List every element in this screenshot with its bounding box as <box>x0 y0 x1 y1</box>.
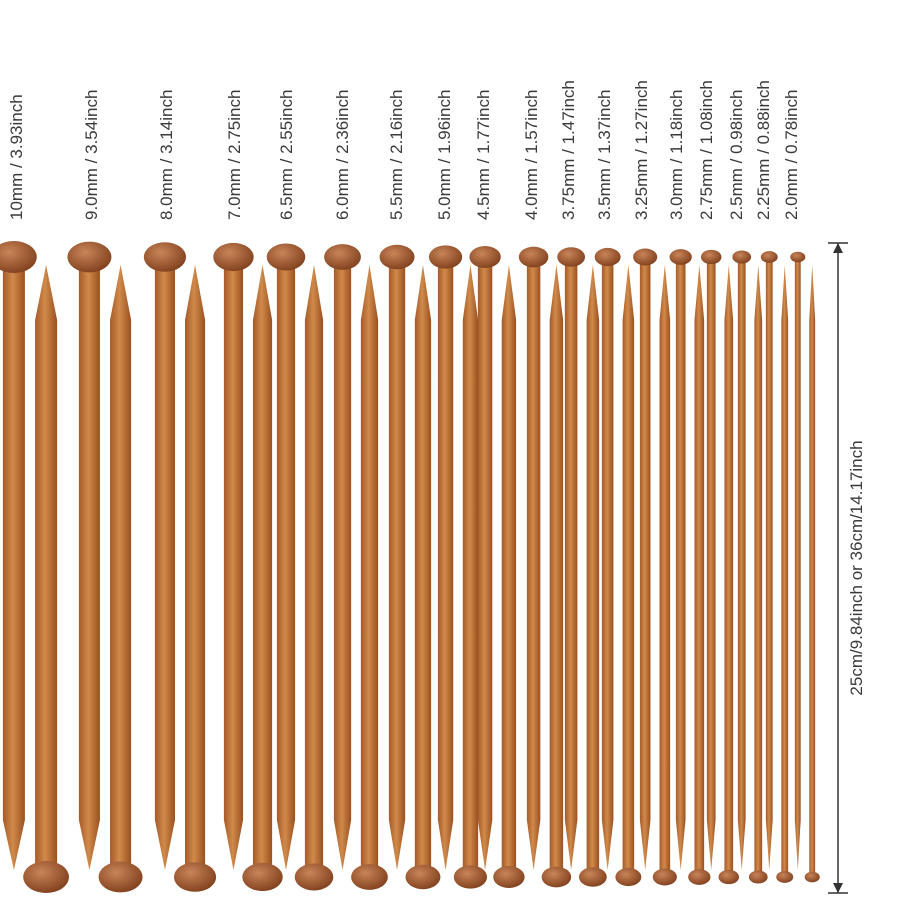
needle-knob <box>790 251 806 263</box>
needle-knob <box>748 870 768 884</box>
size-label: 3.75mm / 1.47inch <box>559 80 578 220</box>
size-label: 5.5mm / 2.16inch <box>387 90 406 220</box>
size-label: 3.0mm / 1.18inch <box>667 90 686 220</box>
size-label: 2.5mm / 0.98inch <box>727 90 746 220</box>
needle-knob <box>469 246 501 268</box>
needle-knob <box>760 251 778 263</box>
needle-knob <box>541 866 572 888</box>
size-label: 2.75mm / 1.08inch <box>697 80 716 220</box>
needle-knob <box>518 246 549 268</box>
needle-shaft <box>765 258 773 870</box>
needle-shaft <box>437 258 454 870</box>
needle-knob <box>98 861 143 893</box>
size-label: 2.25mm / 0.88inch <box>754 80 773 220</box>
needle-shaft <box>360 265 379 876</box>
needle-shaft <box>737 258 746 870</box>
needle-knob <box>718 869 740 885</box>
size-label: 4.0mm / 1.57inch <box>522 90 541 220</box>
needle-knob <box>405 864 441 890</box>
needle-shaft <box>388 258 406 870</box>
needle-knob <box>700 249 722 265</box>
needle-knob <box>266 243 306 271</box>
length-label: 25cm/9.84inch or 36cm/14.17inch <box>847 440 866 695</box>
needle-knob <box>615 867 642 887</box>
needle-shaft <box>333 258 352 870</box>
needle-shaft <box>659 265 671 876</box>
needle-shaft <box>754 265 763 876</box>
needle-shaft <box>549 265 564 876</box>
needle-shaft <box>304 265 324 876</box>
needle-knob <box>493 866 525 888</box>
needle-knob <box>294 863 334 891</box>
needle-knob <box>594 247 621 267</box>
needle-shaft <box>781 265 789 876</box>
size-label: 7.0mm / 2.75inch <box>225 90 244 220</box>
size-label: 8.0mm / 3.14inch <box>157 90 176 220</box>
needle-shaft <box>223 258 244 870</box>
needles: 10mm / 3.93inch 9.0mm / 3.54inch 8.0mm / 3… <box>0 80 820 894</box>
needle-knob <box>379 244 415 270</box>
needle-shaft <box>185 265 206 876</box>
needle-knob <box>453 865 488 889</box>
needle-knob <box>776 871 794 883</box>
needle-knob <box>732 250 752 264</box>
needle-knob <box>324 244 361 270</box>
needle-shaft <box>564 258 578 870</box>
needle-shaft <box>276 258 296 870</box>
needle-shaft <box>586 265 600 876</box>
needle-knob <box>557 247 585 267</box>
needle-shaft <box>694 265 705 876</box>
needle-shaft <box>35 265 58 876</box>
needle-knob <box>633 248 658 266</box>
needle-shaft <box>809 265 816 876</box>
needle-knob <box>579 867 607 887</box>
length-dimension: 25cm/9.84inch or 36cm/14.17inch <box>828 242 866 894</box>
needle-knob <box>213 242 254 272</box>
size-label: 3.25mm / 1.27inch <box>632 80 651 220</box>
needle-shaft <box>462 265 479 876</box>
needle-shaft <box>526 258 541 870</box>
needle-knob <box>0 240 37 274</box>
size-label: 10mm / 3.93inch <box>7 94 26 220</box>
size-label: 4.5mm / 1.77inch <box>474 90 493 220</box>
needle-shaft <box>639 258 651 870</box>
needle-knob <box>688 869 711 885</box>
needle-knob <box>67 241 112 273</box>
needle-knob <box>173 862 217 892</box>
needle-knob <box>351 864 388 890</box>
needle-shaft <box>675 258 686 870</box>
size-label: 9.0mm / 3.54inch <box>82 90 101 220</box>
needle-shaft <box>2 258 25 870</box>
needle-knob <box>804 871 820 883</box>
size-label: 6.0mm / 2.36inch <box>333 90 352 220</box>
needle-knob <box>143 242 187 272</box>
needle-knob <box>652 868 677 886</box>
size-label: 5.0mm / 1.96inch <box>435 90 454 220</box>
needle-shaft <box>724 265 734 876</box>
needle-shaft <box>414 265 432 876</box>
needle-shaft <box>78 258 100 870</box>
needle-shaft <box>706 258 716 870</box>
needle-shaft <box>501 265 517 876</box>
needle-knob <box>428 245 463 269</box>
needle-shaft <box>794 258 801 870</box>
needle-shaft <box>477 258 493 870</box>
needle-shaft <box>622 265 635 876</box>
needle-shaft <box>601 258 614 870</box>
needle-shaft <box>252 265 273 876</box>
size-label: 6.5mm / 2.55inch <box>277 90 296 220</box>
needle-knob <box>23 860 70 894</box>
needle-knob <box>242 862 283 892</box>
needle-shaft <box>154 258 175 870</box>
needle-shaft <box>110 265 132 876</box>
needle-knob <box>669 249 692 265</box>
size-label: 2.0mm / 0.78inch <box>782 90 801 220</box>
size-label: 3.5mm / 1.37inch <box>595 90 614 220</box>
